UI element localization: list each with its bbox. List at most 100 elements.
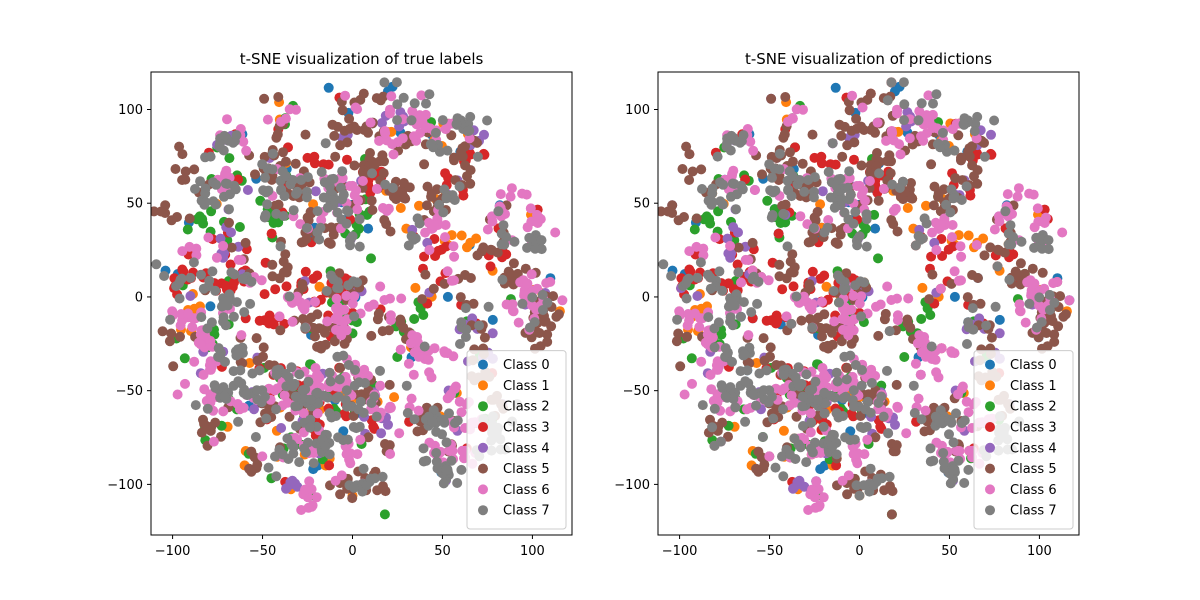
scatter-point: [330, 151, 341, 162]
scatter-point: [1008, 232, 1019, 243]
scatter-point: [753, 446, 764, 457]
scatter-point: [236, 330, 247, 341]
scatter-point: [461, 324, 472, 335]
scatter-point: [448, 241, 459, 252]
scatter-point: [188, 257, 199, 268]
scatter-point: [228, 311, 239, 322]
scatter-point: [958, 119, 969, 129]
scatter-point: [723, 431, 733, 442]
scatter-point: [832, 376, 843, 387]
scatter-point: [310, 296, 320, 307]
scatter-point: [751, 358, 762, 368]
legend-label: Class 5: [1010, 462, 1057, 477]
scatter-point: [892, 226, 903, 237]
scatter-point: [861, 241, 872, 252]
scatter-point: [789, 262, 800, 273]
scatter-point: [764, 451, 775, 462]
scatter-point: [333, 432, 344, 443]
scatter-point: [238, 136, 249, 147]
scatter-point: [380, 179, 391, 190]
scatter-point: [753, 276, 764, 287]
scatter-point: [371, 183, 382, 194]
scatter-point: [839, 207, 850, 218]
scatter-point: [859, 277, 870, 288]
scatter-point: [392, 115, 403, 126]
scatter-point: [972, 178, 983, 189]
legend-marker: [985, 359, 995, 370]
scatter-point: [337, 166, 348, 177]
scatter-point: [420, 269, 431, 280]
scatter-point: [210, 199, 221, 210]
scatter-point: [403, 240, 414, 251]
scatter-point: [205, 151, 216, 162]
scatter-point: [278, 147, 288, 158]
scatter-point: [456, 230, 467, 241]
scatter-point: [891, 108, 902, 119]
scatter-point: [759, 459, 770, 470]
scatter-point: [782, 241, 793, 252]
scatter-point: [865, 463, 876, 474]
scatter-point: [684, 246, 695, 257]
scatter-point: [793, 439, 804, 450]
scatter-point: [417, 294, 428, 305]
scatter-point: [810, 376, 821, 387]
scatter-point: [314, 323, 325, 334]
scatter-point: [840, 432, 851, 443]
scatter-point: [743, 330, 754, 341]
scatter-point: [778, 369, 789, 380]
scatter-point: [405, 338, 416, 349]
scatter-point: [167, 306, 178, 317]
scatter-point: [844, 105, 855, 116]
scatter-point: [367, 205, 378, 215]
scatter-point: [795, 211, 806, 222]
scatter-point: [787, 249, 798, 260]
scatter-point: [447, 446, 458, 456]
scatter-point: [330, 475, 341, 486]
scatter-point: [882, 281, 893, 292]
scatter-point: [822, 222, 833, 233]
scatter-point: [836, 130, 847, 141]
legend-marker: [478, 380, 488, 391]
scatter-point: [805, 408, 816, 419]
scatter-point: [246, 466, 257, 477]
scatter-point: [375, 281, 386, 292]
scatter-point: [728, 222, 739, 233]
scatter-point: [673, 215, 684, 226]
scatter-point: [729, 179, 740, 189]
scatter-point: [366, 330, 377, 341]
scatter-point: [324, 460, 335, 471]
scatter-point: [396, 293, 407, 304]
scatter-point: [166, 328, 177, 339]
scatter-point: [328, 274, 339, 285]
scatter-point: [177, 246, 188, 257]
scatter-point: [809, 172, 820, 183]
scatter-point: [271, 404, 281, 415]
scatter-point: [464, 125, 475, 136]
scatter-point: [916, 314, 927, 324]
scatter-point: [786, 318, 797, 329]
scatter-point: [781, 311, 792, 322]
scatter-point: [338, 189, 349, 200]
scatter-point: [233, 416, 244, 427]
scatter-point: [536, 235, 547, 246]
scatter-point: [395, 203, 406, 213]
scatter-point: [842, 489, 853, 500]
scatter-point: [894, 139, 905, 150]
scatter-point: [807, 484, 817, 495]
scatter-point: [291, 421, 301, 431]
scatter-point: [921, 200, 931, 211]
scatter-point: [972, 111, 983, 122]
scatter-point: [355, 434, 366, 445]
scatter-point: [389, 392, 400, 403]
scatter-point: [375, 156, 385, 167]
scatter-point: [196, 312, 207, 323]
scatter-point: [325, 376, 336, 387]
x-tick-label: 0: [348, 544, 356, 559]
scatter-point: [195, 339, 206, 350]
scatter-point: [159, 271, 170, 281]
scatter-point: [729, 300, 740, 311]
scatter-point: [925, 443, 936, 454]
scatter-point: [499, 239, 510, 250]
scatter-point: [969, 126, 980, 137]
scatter-point: [548, 291, 559, 302]
